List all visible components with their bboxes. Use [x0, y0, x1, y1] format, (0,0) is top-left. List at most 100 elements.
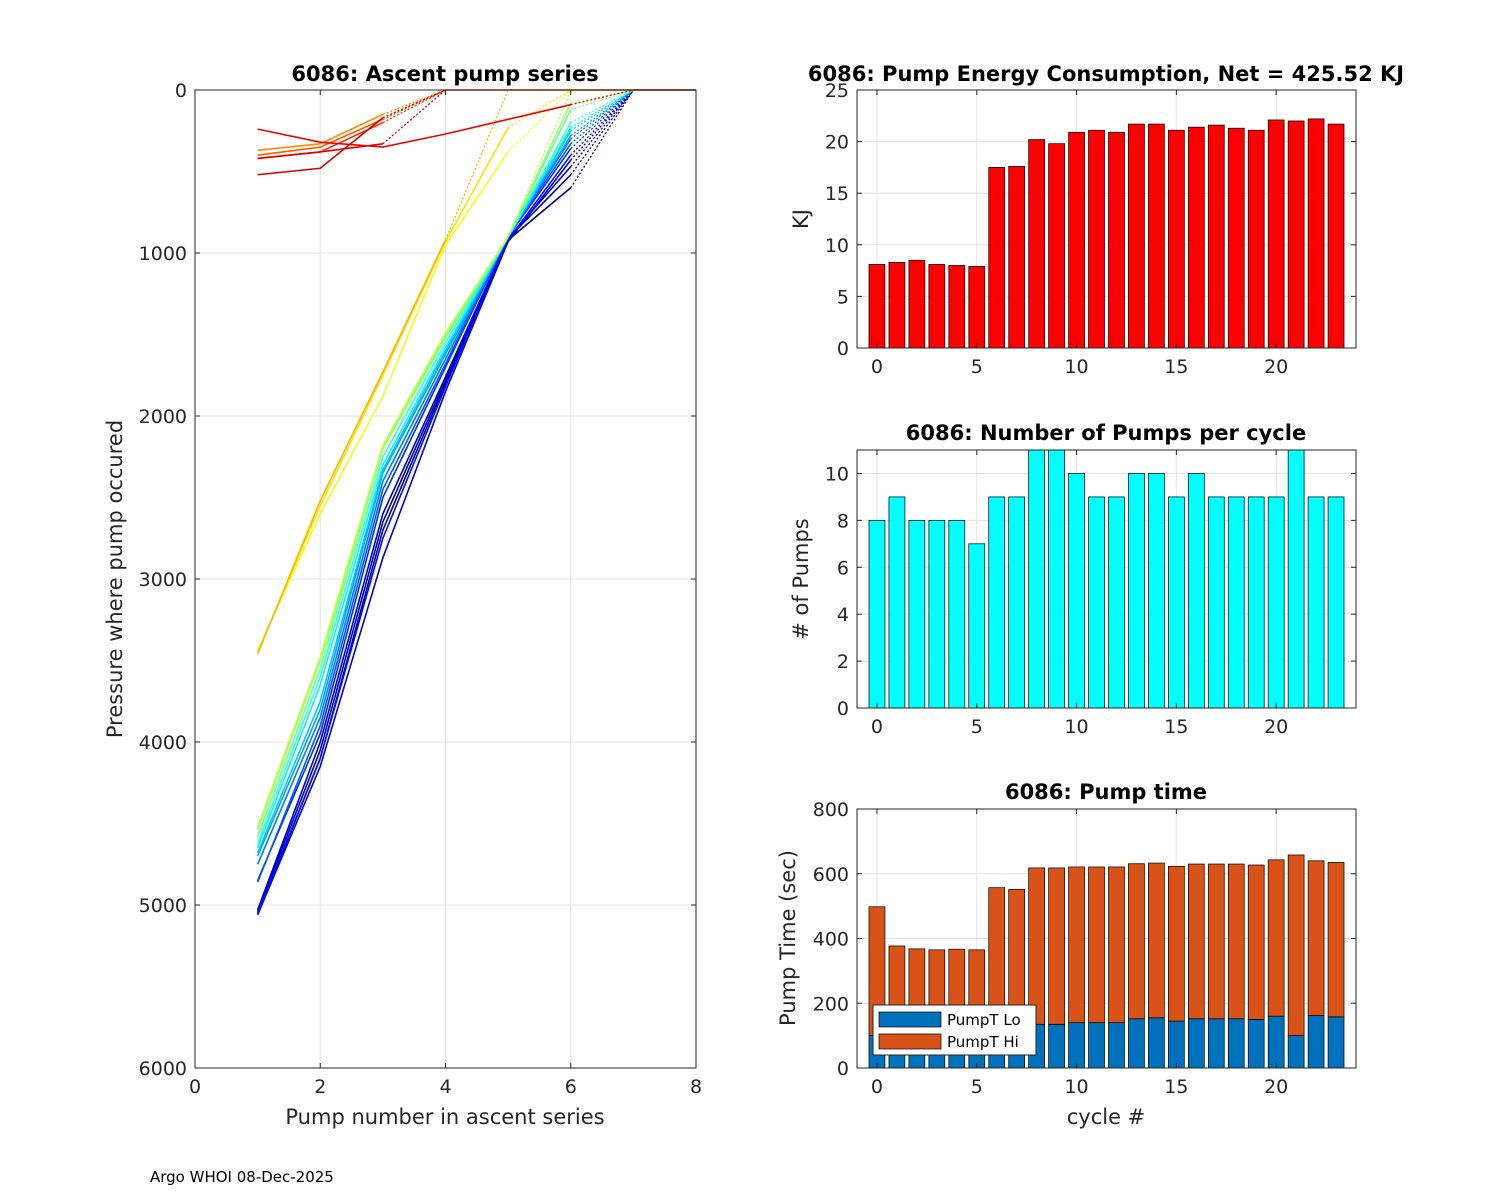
x-tick-label: 10	[1064, 716, 1088, 738]
stacked-bar-segment	[1028, 867, 1045, 1025]
stacked-bar-segment	[1307, 860, 1325, 1016]
legend-swatch-pumpt-lo	[878, 1011, 942, 1028]
bars	[868, 449, 1345, 709]
bar	[908, 520, 926, 709]
x-tick-label: 0	[871, 356, 883, 378]
bar	[1327, 123, 1345, 349]
x-tick-label: 10	[1064, 1076, 1088, 1098]
stacked-bar-segment	[1088, 1022, 1105, 1069]
y-tick-label: 0	[837, 698, 849, 720]
energy-consumption-ylabel: KJ	[789, 209, 813, 229]
bar	[1008, 496, 1026, 709]
bar	[1227, 496, 1245, 709]
bar	[928, 520, 946, 709]
axes-box	[856, 449, 1357, 709]
x-tick-label: 2	[314, 1076, 326, 1098]
stacked-bar-segment	[1287, 1035, 1305, 1069]
bar	[1267, 119, 1285, 349]
stacked-bar-segment	[1247, 1019, 1265, 1069]
bar	[1108, 131, 1125, 349]
stacked-bar-segment	[1207, 863, 1225, 1020]
bar	[1187, 126, 1205, 349]
bars	[868, 118, 1345, 349]
x-tick-label: 20	[1264, 716, 1288, 738]
x-tick-label: 15	[1164, 356, 1188, 378]
y-tick-label: 25	[825, 80, 849, 102]
bar	[868, 264, 886, 349]
bar	[1207, 124, 1225, 349]
bar	[888, 496, 906, 709]
bar	[1128, 473, 1145, 709]
series-line-dotted	[382, 89, 696, 119]
bar	[1088, 129, 1105, 349]
bar	[968, 543, 986, 709]
x-tick-label: 15	[1164, 716, 1188, 738]
axes-box	[856, 89, 1357, 349]
bar	[948, 520, 966, 709]
bar	[1247, 129, 1265, 349]
stacked-bar-segment	[1088, 866, 1105, 1024]
bar	[1307, 118, 1325, 349]
pump-time-title: 6086: Pump time	[1005, 780, 1207, 804]
stacked-bar-segment	[1168, 865, 1185, 1022]
y-tick-label: 3000	[139, 569, 187, 591]
y-tick-label: 6000	[139, 1058, 187, 1080]
bar	[1028, 449, 1045, 709]
stacked-bar-segment	[1168, 1020, 1185, 1069]
bar	[1068, 473, 1085, 709]
stacked-bar-segment	[1068, 866, 1085, 1024]
number-of-pumps-title: 6086: Number of Pumps per cycle	[906, 421, 1306, 445]
y-tick-label: 20	[825, 132, 849, 154]
series-line	[256, 154, 572, 914]
series-line	[256, 151, 509, 652]
stacked-bar-segment	[1068, 1022, 1085, 1069]
energy-consumption-title: 6086: Pump Energy Consumption, Net = 425…	[808, 62, 1404, 86]
legend-swatch-pumpt-hi	[878, 1033, 942, 1050]
bar	[1287, 449, 1305, 709]
y-tick-label: 200	[813, 993, 849, 1015]
y-tick-label: 0	[175, 80, 187, 102]
stacked-bar-segment	[1148, 862, 1165, 1019]
stacked-bar-segment	[1148, 1017, 1165, 1069]
bar	[968, 266, 986, 349]
stacked-bar-segment	[1267, 1015, 1285, 1069]
y-tick-label: 6	[837, 557, 849, 579]
bar	[1048, 449, 1065, 709]
series-line	[257, 113, 384, 152]
series-line-dotted	[507, 89, 696, 153]
series-line	[257, 118, 384, 156]
y-tick-label: 4	[837, 604, 849, 626]
y-tick-label: 2000	[139, 406, 187, 428]
stacked-bar-segment	[1108, 866, 1125, 1024]
number-of-pumps-ylabel: # of Pumps	[789, 518, 813, 640]
x-tick-label: 4	[439, 1076, 451, 1098]
bar	[1267, 496, 1285, 709]
bar	[1327, 496, 1345, 709]
series-lines	[256, 89, 696, 916]
y-tick-label: 5000	[139, 895, 187, 917]
series-line	[257, 142, 383, 160]
bar	[888, 261, 906, 349]
bar	[1307, 496, 1325, 709]
y-tick-label: 1000	[139, 243, 187, 265]
bar	[988, 167, 1006, 349]
bar	[1128, 123, 1145, 349]
bar	[1108, 496, 1125, 709]
legend-label-pumpt-hi: PumpT Hi	[947, 1033, 1019, 1051]
series-line	[256, 127, 509, 653]
x-tick-label: 0	[189, 1076, 201, 1098]
bar	[868, 520, 886, 709]
bar	[988, 496, 1006, 709]
y-tick-label: 0	[837, 1058, 849, 1080]
series-line	[256, 122, 572, 844]
bar	[1148, 123, 1165, 349]
stacked-bar-segment	[1287, 854, 1305, 1036]
bar	[1008, 166, 1026, 349]
y-tick-label: 8	[837, 510, 849, 532]
series-line	[256, 159, 572, 916]
ascent-pump-series-title: 6086: Ascent pump series	[291, 62, 598, 86]
y-tick-label: 15	[825, 183, 849, 205]
bar	[1168, 129, 1185, 349]
stacked-bar-segment	[1048, 1023, 1065, 1069]
